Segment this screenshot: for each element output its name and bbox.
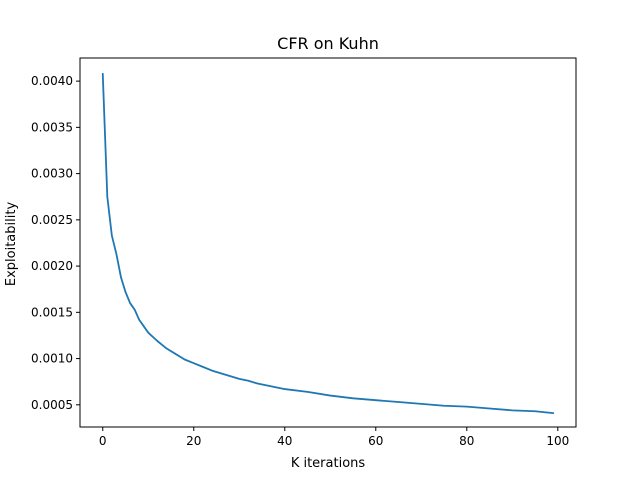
data-point [352, 397, 354, 399]
x-tick-label: 100 [546, 434, 569, 448]
data-point [238, 378, 240, 380]
data-point [202, 366, 204, 368]
data-point [284, 388, 286, 390]
y-axis-ticks: 0.0005 0.0010 0.0015 0.0020 0.0025 0.0030 0.00… [31, 74, 80, 412]
x-tick-label: 60 [368, 434, 383, 448]
x-tick-label: 0 [99, 434, 107, 448]
data-point [147, 332, 149, 334]
y-tick-label: 0.0040 [31, 74, 73, 88]
y-tick-label: 0.0020 [31, 259, 73, 273]
data-point [115, 253, 117, 255]
data-point [511, 409, 513, 411]
plot-area [101, 72, 555, 415]
data-point [211, 369, 213, 372]
y-tick-label: 0.0025 [31, 213, 73, 227]
data-point [193, 362, 195, 364]
x-axis-ticks: 0 20 40 60 80 100 [99, 427, 569, 448]
data-point [124, 291, 127, 293]
y-tick-label: 0.0035 [31, 120, 73, 134]
data-point [138, 319, 140, 321]
data-point [247, 380, 249, 382]
x-axis-label: K iterations [291, 456, 366, 471]
y-tick-label: 0.0015 [31, 305, 73, 319]
data-point [306, 391, 309, 393]
y-tick-label: 0.0010 [31, 352, 73, 366]
data-point [174, 353, 177, 355]
x-tick-label: 20 [186, 434, 201, 448]
data-point [229, 375, 231, 377]
series-line [101, 72, 555, 415]
data-point [156, 340, 158, 342]
data-point [420, 403, 422, 405]
data-point [129, 302, 131, 304]
data-point [106, 196, 108, 198]
data-point [220, 372, 222, 374]
data-point [488, 407, 491, 410]
data-point [184, 358, 186, 361]
data-point [397, 401, 400, 403]
data-point [143, 325, 145, 327]
chart-title: CFR on Kuhn [277, 34, 379, 53]
axes-frame [79, 57, 577, 428]
y-tick-label: 0.0005 [31, 398, 73, 412]
x-tick-label: 40 [277, 434, 292, 448]
data-point [552, 412, 554, 414]
data-point [120, 276, 122, 278]
y-tick-label: 0.0030 [31, 167, 73, 181]
y-axis-label: Exploitability [4, 202, 19, 287]
data-point [134, 308, 136, 311]
data-point [275, 386, 277, 388]
data-point [111, 234, 113, 237]
data-point [265, 384, 268, 386]
data-point [466, 406, 468, 408]
data-point [534, 410, 536, 412]
data-point [256, 382, 259, 385]
x-tick-label: 80 [459, 434, 474, 448]
data-point [102, 73, 104, 75]
data-point [329, 394, 331, 397]
data-point [165, 347, 168, 349]
data-point [443, 405, 445, 407]
data-point [375, 399, 377, 401]
